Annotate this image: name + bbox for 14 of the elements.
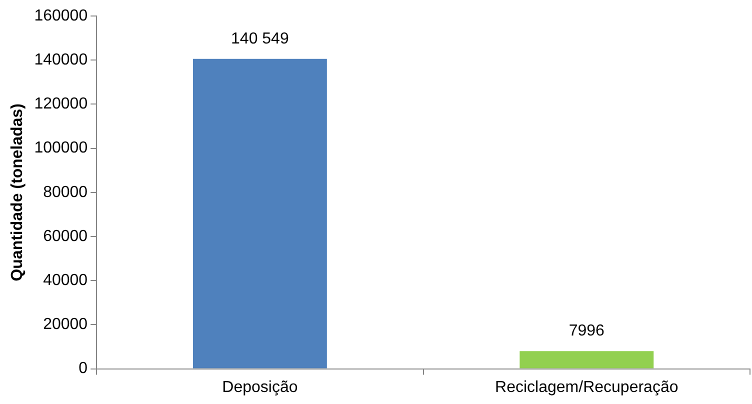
- y-tick-label: 160000: [34, 7, 88, 24]
- x-tick-label: Deposição: [222, 378, 298, 396]
- y-tick-label: 140000: [34, 52, 88, 69]
- x-tick-label: Reciclagem/Recuperação: [495, 378, 678, 396]
- y-tick-label: 100000: [34, 140, 88, 157]
- y-axis-title: Quantidade (toneladas): [9, 104, 26, 282]
- y-tick-label: 40000: [43, 272, 88, 290]
- data-label: 140 549: [231, 30, 289, 48]
- data-label: 7996: [568, 322, 605, 340]
- y-tick-label: 80000: [43, 184, 88, 201]
- y-tick-label: 20000: [43, 316, 88, 334]
- y-tick-label: 0: [78, 360, 88, 378]
- y-tick-label: 120000: [34, 96, 88, 113]
- y-tick-label: 60000: [43, 228, 88, 245]
